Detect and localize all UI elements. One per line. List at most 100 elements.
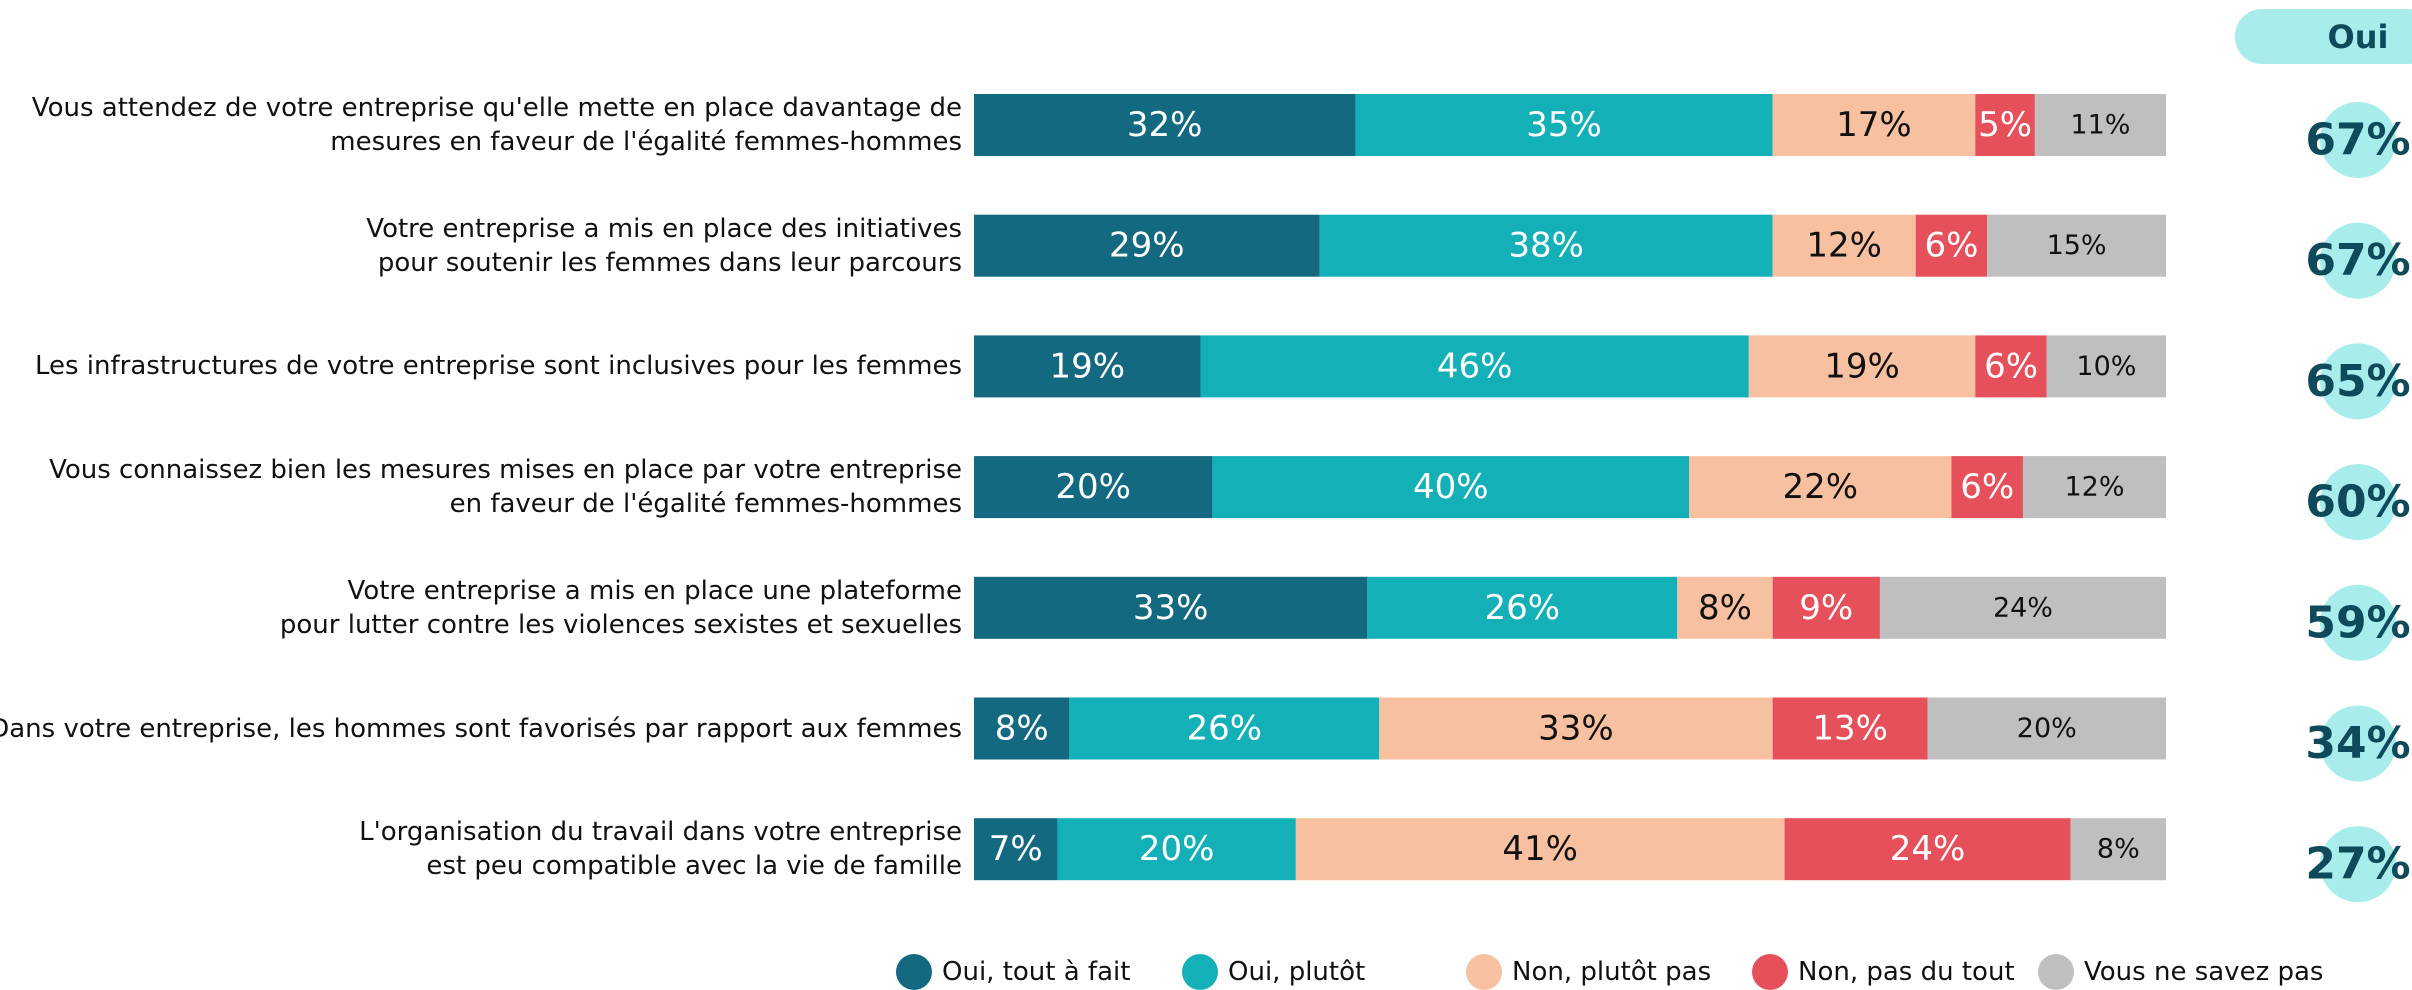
category-label: Vous connaissez bien les mesures mises e… (49, 455, 962, 520)
bar-segment (1772, 214, 1916, 277)
bar-segment (2022, 456, 2166, 519)
bar-segment (974, 94, 1356, 156)
bar-segment (1677, 576, 1773, 639)
value-label: 29% (1109, 226, 1185, 266)
bar-segment (1784, 818, 2071, 881)
value-label: 20% (2017, 713, 2077, 744)
value-label: 35% (1526, 105, 1602, 145)
value-label: 22% (1783, 467, 1859, 507)
value-label: 26% (1485, 588, 1561, 628)
bar-segment (1772, 697, 1928, 760)
total-bubble (2320, 584, 2396, 661)
bar-segment (974, 335, 1201, 398)
value-label: 32% (1127, 105, 1203, 145)
total-label: 67% (2305, 115, 2410, 166)
bar-segment (1772, 576, 1880, 639)
total-bubble (2320, 464, 2396, 541)
value-label: 33% (1133, 588, 1209, 628)
bar-segment (1057, 818, 1296, 881)
bar-segment (2070, 818, 2166, 881)
bar-segment (1367, 576, 1678, 639)
total-label: 34% (2305, 718, 2410, 769)
value-label: 6% (1924, 226, 1978, 266)
value-label: 46% (1437, 346, 1513, 386)
legend-label: Non, plutôt pas (1512, 957, 1711, 987)
legend-swatch (1182, 954, 1218, 990)
value-label: 6% (1960, 467, 2014, 507)
value-label: 5% (1978, 105, 2032, 145)
value-label: 17% (1836, 105, 1912, 145)
totals-title: Oui (2328, 18, 2389, 56)
legend-swatch (1466, 954, 1502, 990)
bar-segment (1772, 94, 1976, 156)
bar-segment (1200, 335, 1749, 398)
bar-segment (1951, 456, 2023, 519)
total-bubble (2320, 343, 2396, 420)
bar-segment (974, 818, 1058, 881)
bar-segment (1975, 335, 2047, 398)
total-label: 67% (2305, 235, 2410, 286)
bar-segment (1975, 94, 2035, 156)
bar-segment (1295, 818, 1785, 881)
legend-swatch (896, 954, 932, 990)
value-label: 6% (1984, 346, 2038, 386)
category-label: Les infrastructures de votre entreprise … (34, 351, 962, 382)
bar-segment (1915, 214, 1988, 277)
total-bubble (2320, 222, 2396, 299)
legend-swatch (2038, 954, 2074, 990)
value-label: 20% (1055, 467, 1131, 507)
total-bubble (2320, 705, 2396, 782)
value-label: 24% (1890, 829, 1966, 869)
total-label: 60% (2305, 477, 2410, 528)
bar-segment (974, 576, 1368, 639)
value-label: 24% (1993, 592, 2053, 623)
value-label: 33% (1538, 709, 1614, 749)
legend-label: Non, pas du tout (1798, 957, 2015, 987)
value-label: 40% (1413, 467, 1489, 507)
value-label: 10% (2076, 351, 2136, 382)
category-label: Votre entreprise a mis en place une plat… (279, 575, 962, 640)
bar-segment (1689, 456, 1952, 519)
value-label: 12% (1806, 226, 1882, 266)
value-label: 38% (1508, 226, 1584, 266)
totals-header (2235, 9, 2412, 64)
total-label: 59% (2305, 597, 2410, 648)
value-label: 7% (989, 829, 1043, 869)
category-label: Vous attendez de votre entreprise qu'ell… (31, 93, 962, 157)
value-label: 9% (1799, 588, 1853, 628)
bar-segment (1987, 214, 2166, 277)
value-label: 13% (1812, 709, 1888, 749)
value-label: 15% (2047, 230, 2107, 261)
legend-label: Oui, plutôt (1228, 957, 1365, 987)
bar-segment (1069, 697, 1380, 760)
legend-label: Oui, tout à fait (942, 957, 1130, 987)
category-label: L'organisation du travail dans votre ent… (359, 817, 962, 882)
legend-label: Vous ne savez pas (2084, 957, 2323, 987)
bar-segment (1379, 697, 1773, 760)
value-label: 20% (1139, 829, 1215, 869)
total-label: 27% (2305, 839, 2410, 890)
value-label: 19% (1824, 346, 1900, 386)
bar-segment (974, 697, 1070, 760)
value-label: 12% (2064, 472, 2124, 503)
bar-segment (2046, 335, 2166, 398)
bar-segment (974, 456, 1213, 519)
bar-segment (1212, 456, 1690, 519)
bar-segment (2034, 94, 2166, 156)
category-label: Votre entreprise a mis en place des init… (366, 213, 962, 278)
value-label: 26% (1187, 709, 1263, 749)
value-label: 41% (1502, 829, 1578, 869)
value-label: 8% (2097, 834, 2140, 865)
bar-segment (1355, 94, 1773, 156)
value-label: 19% (1049, 346, 1125, 386)
value-label: 11% (2070, 110, 2130, 141)
bar-segment (1319, 214, 1773, 277)
value-label: 8% (1698, 588, 1752, 628)
bar-segment (1748, 335, 1976, 398)
total-bubble (2320, 826, 2396, 903)
bar-segment (974, 214, 1320, 277)
value-label: 8% (995, 709, 1049, 749)
bar-segment (1927, 697, 2166, 760)
